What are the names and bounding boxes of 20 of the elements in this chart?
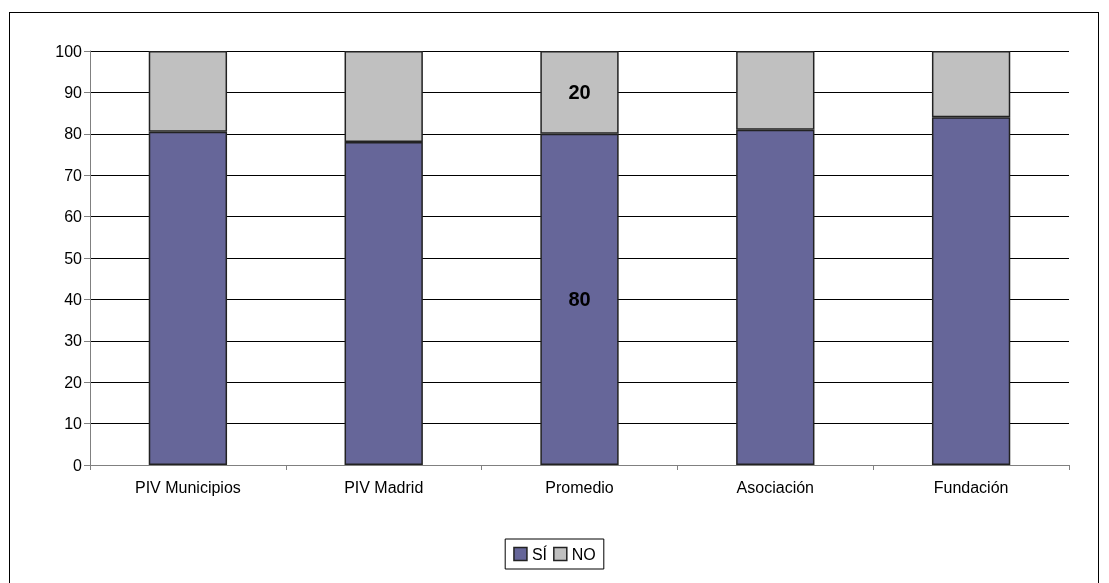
- y-tick-label: 0: [73, 456, 83, 474]
- data-label: 80: [568, 288, 591, 311]
- x-tick-label: Promedio: [545, 478, 614, 496]
- legend-label: NO: [571, 545, 596, 563]
- x-tick-label: Fundación: [933, 478, 1009, 496]
- legend-label: SÍ: [531, 544, 548, 563]
- y-tick-label: 20: [64, 373, 83, 391]
- y-tick-label: 80: [64, 125, 83, 143]
- y-tick-label: 50: [64, 249, 83, 267]
- x-tick-label: PIV Municipios: [134, 478, 241, 496]
- data-label: 20: [568, 81, 591, 104]
- y-tick-label: 90: [64, 83, 83, 101]
- y-tick-label: 40: [64, 290, 83, 308]
- y-tick-label: 60: [64, 208, 83, 226]
- y-tick-label: 70: [64, 166, 83, 184]
- x-tick-label: PIV Madrid: [344, 478, 424, 496]
- y-tick-label: 10: [64, 415, 83, 433]
- y-tick-label: 30: [64, 332, 83, 350]
- y-tick-label: 100: [55, 42, 83, 60]
- x-tick-label: Asociación: [736, 478, 814, 496]
